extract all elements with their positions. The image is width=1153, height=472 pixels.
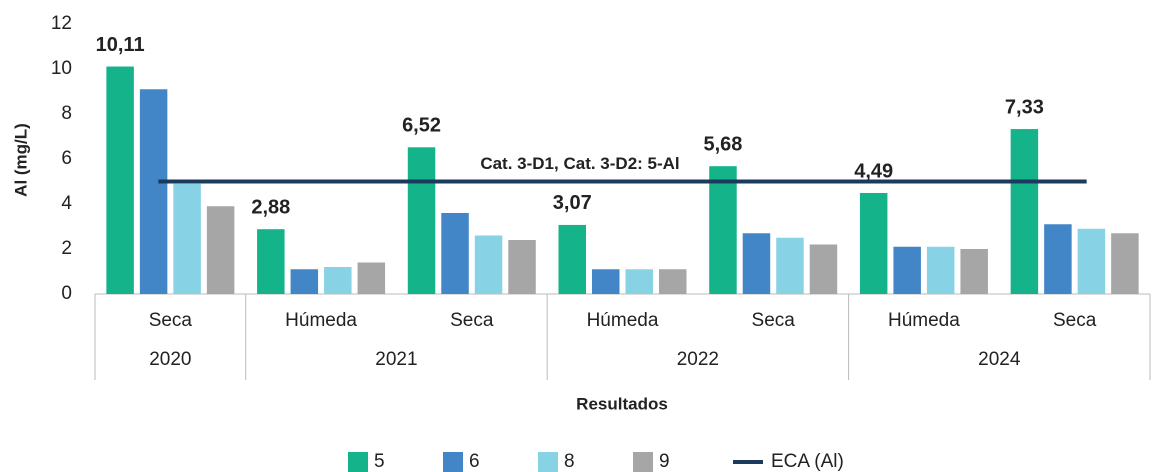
bar — [558, 224, 586, 294]
bar — [407, 147, 436, 294]
group-label: 2024 — [978, 349, 1021, 370]
legend-swatch — [538, 452, 558, 472]
legend-label: 6 — [469, 451, 480, 472]
bar — [1077, 228, 1106, 294]
bar — [474, 235, 503, 294]
bar — [257, 229, 285, 294]
bar — [809, 244, 838, 294]
data-label: 4,49 — [854, 160, 893, 182]
bar — [508, 240, 536, 294]
bar — [592, 269, 620, 294]
x-tick-label: Seca — [1053, 310, 1097, 331]
bar — [659, 269, 687, 294]
y-tick-label: 4 — [61, 193, 72, 214]
bar — [960, 249, 988, 294]
data-label: 7,33 — [1005, 96, 1044, 118]
group-label: 2020 — [149, 349, 191, 370]
bar — [357, 262, 386, 294]
bar — [1111, 233, 1139, 294]
group-label: 2021 — [375, 349, 417, 370]
y-tick-label: 10 — [51, 58, 72, 79]
bar — [441, 213, 469, 294]
x-tick-label: Húmeda — [285, 310, 357, 331]
bar — [106, 66, 134, 295]
bar — [290, 269, 319, 294]
y-tick-label: 2 — [61, 238, 72, 259]
data-label: 6,52 — [402, 115, 441, 137]
bar — [776, 237, 804, 294]
y-axis-title: Al (mg/L) — [11, 123, 30, 197]
legend-label: 8 — [564, 451, 575, 472]
data-label: 2,88 — [251, 196, 290, 218]
group-label: 2022 — [677, 349, 719, 370]
bar — [173, 183, 201, 294]
bar — [926, 246, 955, 294]
x-tick-label: Seca — [450, 310, 494, 331]
bar — [139, 89, 168, 294]
legend-swatch — [443, 452, 463, 472]
x-tick-label: Seca — [149, 310, 193, 331]
y-tick-label: 0 — [61, 283, 72, 304]
x-tick-label: Húmeda — [587, 310, 659, 331]
bar — [742, 233, 771, 294]
data-label: 10,11 — [96, 34, 145, 56]
y-tick-label: 8 — [61, 103, 72, 124]
x-axis-title: Resultados — [576, 394, 668, 413]
bar — [206, 206, 235, 294]
bar — [709, 166, 737, 294]
bar — [859, 192, 888, 294]
bar — [1044, 224, 1072, 294]
legend-label: 9 — [659, 451, 670, 472]
x-tick-label: Húmeda — [888, 310, 960, 331]
bar — [1010, 129, 1039, 294]
bar — [625, 269, 653, 294]
y-tick-label: 6 — [61, 148, 72, 169]
legend-swatch — [633, 452, 653, 472]
legend-label: 5 — [374, 451, 385, 472]
y-tick-label: 12 — [51, 13, 72, 34]
reference-annotation: Cat. 3-D1, Cat. 3-D2: 5-Al — [480, 154, 679, 173]
data-label: 5,68 — [703, 133, 742, 155]
x-tick-label: Seca — [752, 310, 796, 331]
bar — [893, 246, 921, 294]
data-label: 3,07 — [553, 192, 592, 214]
legend-swatch — [348, 452, 368, 472]
bar — [324, 267, 352, 294]
legend-label: ECA (Al) — [771, 451, 844, 472]
